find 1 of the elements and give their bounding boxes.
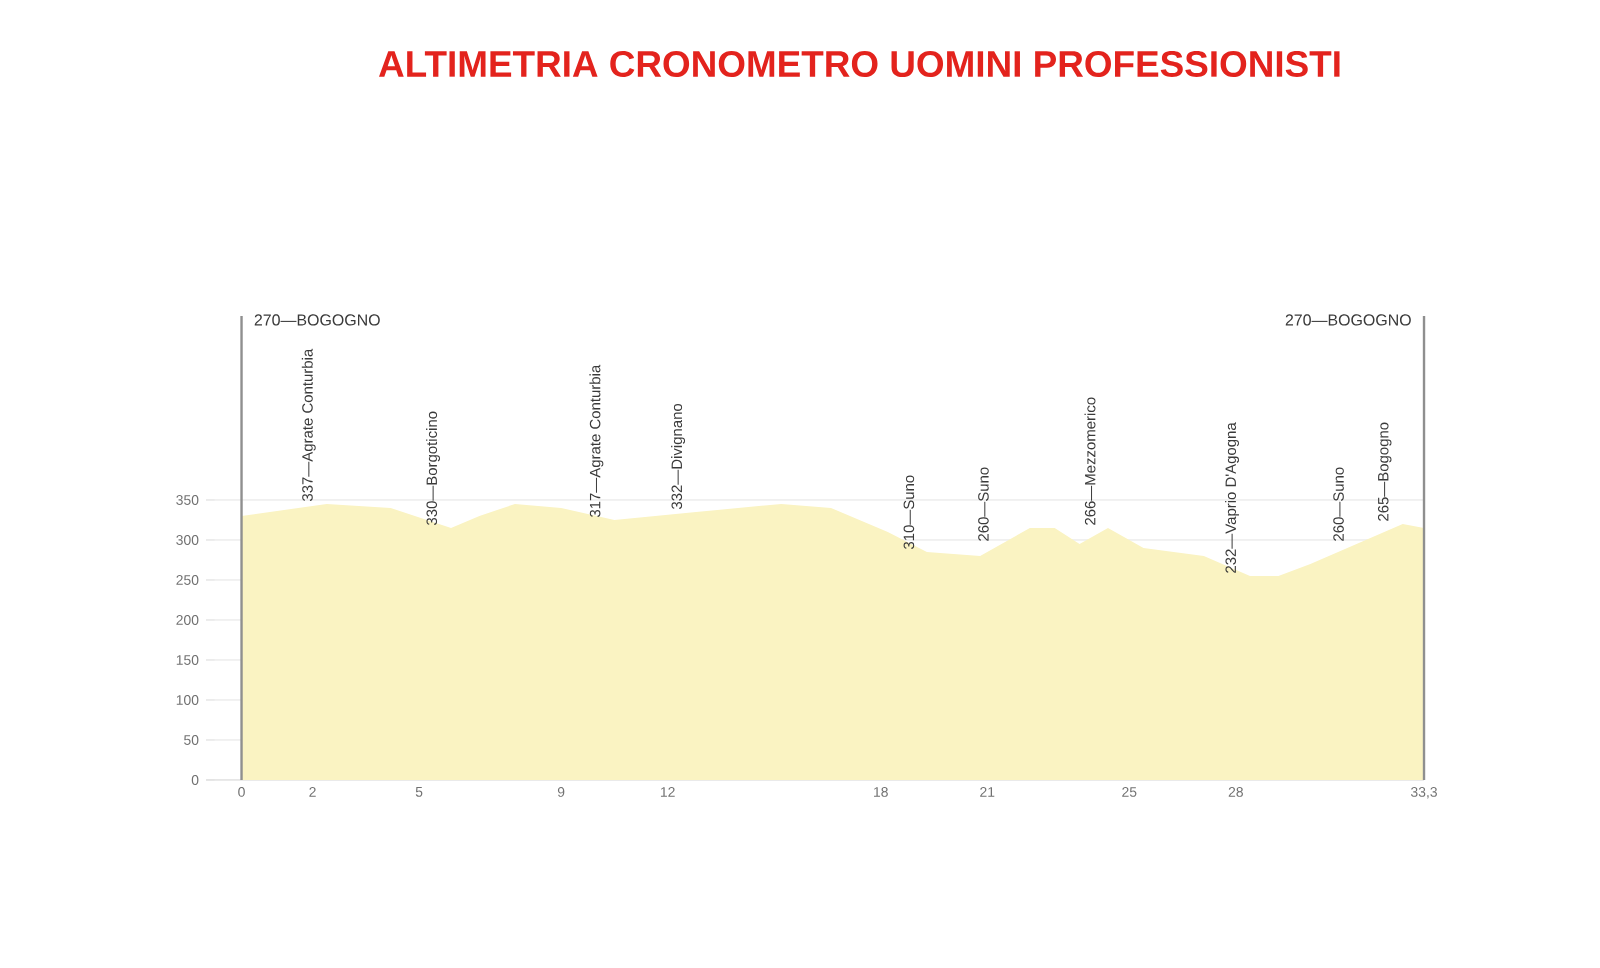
chart-title: ALTIMETRIA CRONOMETRO UOMINI PROFESSIONISTI bbox=[378, 50, 1340, 78]
